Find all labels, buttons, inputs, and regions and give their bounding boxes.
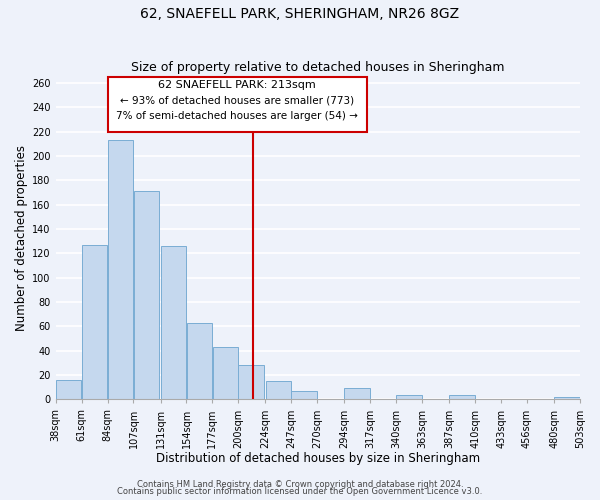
Text: 62 SNAEFELL PARK: 213sqm: 62 SNAEFELL PARK: 213sqm [158, 80, 316, 90]
Bar [56, 380, 82, 400]
Text: Contains public sector information licensed under the Open Government Licence v3: Contains public sector information licen… [118, 488, 482, 496]
Text: Contains HM Land Registry data © Crown copyright and database right 2024.: Contains HM Land Registry data © Crown c… [137, 480, 463, 489]
Text: 62, SNAEFELL PARK, SHERINGHAM, NR26 8GZ: 62, SNAEFELL PARK, SHERINGHAM, NR26 8GZ [140, 8, 460, 22]
Bar [344, 388, 370, 400]
Bar [266, 381, 291, 400]
X-axis label: Distribution of detached houses by size in Sheringham: Distribution of detached houses by size … [156, 452, 480, 465]
Bar [187, 322, 212, 400]
Bar [449, 394, 475, 400]
Bar [161, 246, 186, 400]
Bar [292, 391, 317, 400]
Bar [82, 245, 107, 400]
Bar [134, 192, 159, 400]
Y-axis label: Number of detached properties: Number of detached properties [15, 144, 28, 330]
Title: Size of property relative to detached houses in Sheringham: Size of property relative to detached ho… [131, 62, 505, 74]
Text: ← 93% of detached houses are smaller (773): ← 93% of detached houses are smaller (77… [120, 96, 354, 106]
Bar [554, 397, 580, 400]
Bar [238, 366, 264, 400]
Text: 7% of semi-detached houses are larger (54) →: 7% of semi-detached houses are larger (5… [116, 111, 358, 121]
Bar [212, 347, 238, 400]
Bar [107, 140, 133, 400]
FancyBboxPatch shape [107, 77, 367, 132]
Bar [397, 394, 422, 400]
